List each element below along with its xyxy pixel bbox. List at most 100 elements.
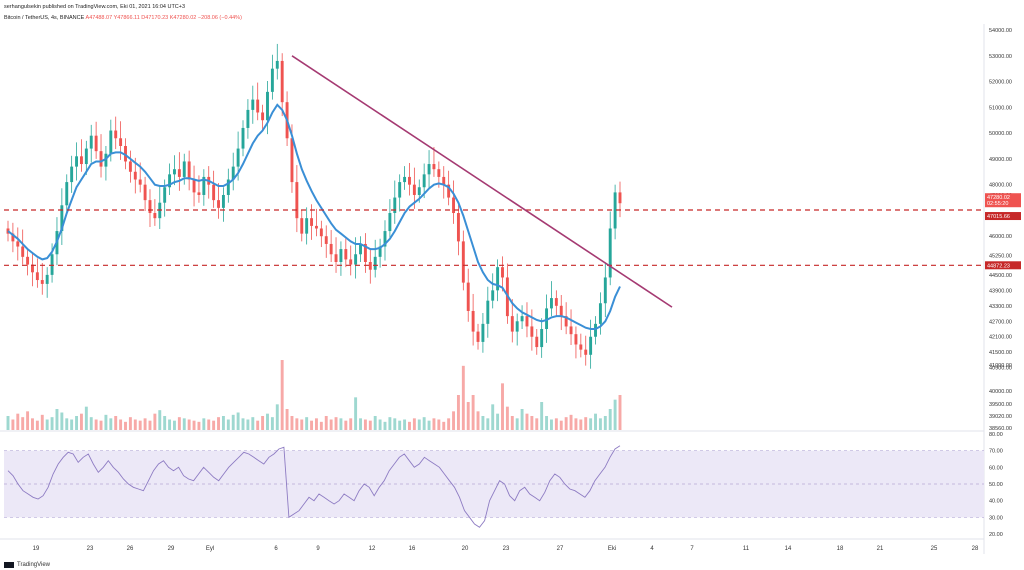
candle-body: [569, 326, 573, 335]
price-label-text: 02:55:20: [987, 201, 1008, 207]
candle-body: [447, 184, 451, 198]
candle-body: [471, 310, 475, 332]
price-label-text: 44872.23: [987, 263, 1010, 269]
volume-bar: [217, 417, 220, 430]
volume-bar: [554, 418, 558, 430]
volume-bar: [153, 413, 157, 430]
candle-body: [383, 231, 387, 247]
candle-body: [496, 267, 500, 291]
volume-bar: [388, 417, 392, 430]
candle-body: [452, 197, 455, 214]
volume-bar: [412, 418, 416, 430]
rsi-band: [4, 450, 984, 518]
volume-bar: [221, 416, 225, 430]
price-label-text: 47280.02: [987, 195, 1010, 201]
candle-body: [192, 179, 196, 193]
volume-bar: [40, 414, 44, 430]
volume-bar: [549, 419, 553, 430]
candle-body: [256, 99, 260, 113]
volume-bar: [349, 418, 353, 430]
candle-body: [50, 254, 54, 275]
candle-body: [84, 148, 88, 165]
tradingview-footer: TradingView: [4, 562, 50, 568]
chart-area[interactable]: USDT54000.0053000.0052000.0051000.005000…: [0, 11, 1024, 554]
volume-bar: [241, 418, 245, 430]
price-tick-label: 42700.00: [989, 319, 1012, 325]
volume-bar: [613, 399, 617, 430]
volume-bar: [378, 419, 382, 430]
volume-bar: [491, 404, 495, 430]
candle-body: [246, 109, 250, 128]
candle-body: [138, 179, 142, 185]
time-tick-label: 23: [503, 546, 510, 552]
volume-bar: [70, 419, 74, 430]
candle-body: [354, 254, 358, 265]
volume-bar: [530, 416, 534, 430]
candle-body: [79, 156, 83, 165]
rsi-tick-label: 20.00: [989, 532, 1003, 538]
price-tick-label: 41500.00: [989, 350, 1012, 356]
volume-bar: [545, 416, 549, 430]
volume-bar: [569, 414, 573, 430]
price-tick-label: 46000.00: [989, 234, 1012, 240]
candle-body: [280, 60, 284, 103]
price-tick-label: 39500.00: [989, 402, 1012, 408]
volume-bar: [505, 406, 509, 430]
volume-bar: [35, 420, 39, 430]
volume-bar: [16, 413, 20, 430]
volume-bar: [456, 395, 460, 430]
candle-body: [319, 228, 323, 237]
rsi-tick-label: 70.00: [989, 449, 1003, 455]
volume-bar: [486, 418, 490, 430]
price-tick-label: 42100.00: [989, 335, 1012, 341]
volume-bar: [584, 417, 588, 430]
volume-bar: [173, 420, 176, 430]
candle-body: [461, 241, 465, 283]
volume-bar: [55, 409, 59, 430]
volume-bar: [65, 418, 69, 430]
publisher-line: serhangulsekin published on TradingView.…: [4, 4, 186, 10]
candle-body: [163, 187, 167, 203]
volume-bar: [520, 409, 524, 430]
time-tick-label: 12: [369, 546, 376, 552]
volume-bar: [300, 419, 304, 430]
trendline: [291, 55, 673, 308]
volume-bar: [158, 410, 162, 430]
time-tick-label: 16: [409, 546, 416, 552]
volume-bar: [461, 365, 465, 430]
symbol-line: Bitcoin / TetherUS, 4s, BINANCE A47488.0…: [4, 15, 242, 21]
time-tick-label: 9: [316, 546, 320, 552]
candle-body: [329, 243, 333, 255]
candle-body: [221, 194, 225, 208]
price-label-box: [985, 261, 1021, 270]
volume-bar: [305, 417, 309, 430]
volume-bar: [363, 419, 367, 430]
candle-body: [94, 135, 98, 152]
candle-body: [598, 303, 602, 324]
time-tick-label: 7: [690, 546, 694, 552]
time-tick-label: 29: [168, 546, 175, 552]
volume-bar: [383, 421, 387, 430]
volume-bar: [447, 418, 451, 430]
time-tick-label: 14: [785, 546, 792, 552]
volume-bar: [598, 418, 602, 430]
price-label-box: [985, 193, 1021, 202]
time-tick-label: 18: [837, 546, 844, 552]
volume-bar: [202, 418, 206, 430]
candle-body: [476, 331, 480, 342]
candle-body: [545, 308, 549, 330]
volume-bar: [437, 419, 441, 430]
volume-bar: [236, 412, 240, 430]
candle-body: [535, 336, 539, 348]
candle-body: [89, 135, 93, 149]
volume-bar: [261, 416, 265, 430]
chart-header: serhangulsekin published on TradingView.…: [0, 0, 1024, 24]
price-chart[interactable]: USDT54000.0053000.0052000.0051000.005000…: [0, 11, 1024, 554]
price-tick-label: 40000.00: [989, 389, 1012, 395]
candle-body: [603, 277, 607, 304]
candle-body: [143, 184, 147, 201]
volume-bar: [525, 413, 529, 430]
price-tick-label: 39020.00: [989, 414, 1012, 420]
candle-body: [618, 192, 622, 204]
candle-body: [40, 280, 44, 284]
